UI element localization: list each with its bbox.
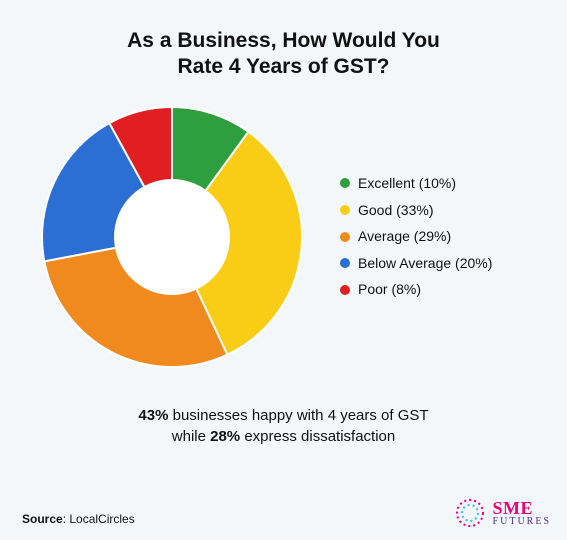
sad-pct: 28% — [210, 428, 240, 445]
legend-swatch-icon — [340, 178, 350, 188]
logo-futures: FUTURES — [493, 517, 551, 527]
infographic-card: As a Business, How Would You Rate 4 Year… — [0, 0, 567, 540]
logo-text: SME FUTURES — [493, 500, 551, 527]
summary-caption: 43% businesses happy with 4 years of GST… — [24, 405, 543, 447]
legend-label: Good (33%) — [358, 197, 433, 224]
source-value: LocalCircles — [69, 512, 134, 526]
title-line-1: As a Business, How Would You — [127, 29, 440, 52]
legend-item: Good (33%) — [340, 197, 492, 224]
legend-swatch-icon — [340, 258, 350, 268]
legend-swatch-icon — [340, 232, 350, 242]
legend-label: Below Average (20%) — [358, 250, 492, 277]
legend-swatch-icon — [340, 205, 350, 215]
caption-mid1: businesses happy with 4 years of GST — [168, 407, 428, 424]
logo-mark-icon — [453, 496, 487, 530]
source-label: Source — [22, 512, 63, 526]
legend-item: Poor (8%) — [340, 276, 492, 303]
caption-tail: express dissatisfaction — [240, 428, 395, 445]
chart-title: As a Business, How Would You Rate 4 Year… — [74, 28, 494, 81]
legend-swatch-icon — [340, 285, 350, 295]
source-line: Source: LocalCircles — [22, 512, 135, 526]
legend-label: Poor (8%) — [358, 276, 421, 303]
happy-pct: 43% — [138, 407, 168, 424]
brand-logo: SME FUTURES — [453, 496, 551, 530]
caption-mid2: while — [172, 428, 210, 445]
title-line-2: Rate 4 Years of GST? — [177, 55, 389, 78]
legend: Excellent (10%)Good (33%)Average (29%)Be… — [340, 170, 492, 303]
donut-chart — [32, 97, 312, 377]
donut-hole — [114, 179, 230, 295]
legend-item: Average (29%) — [340, 223, 492, 250]
legend-label: Average (29%) — [358, 223, 451, 250]
legend-label: Excellent (10%) — [358, 170, 456, 197]
logo-sme: SME — [493, 500, 551, 517]
chart-row: Excellent (10%)Good (33%)Average (29%)Be… — [24, 97, 543, 377]
legend-item: Excellent (10%) — [340, 170, 492, 197]
legend-item: Below Average (20%) — [340, 250, 492, 277]
